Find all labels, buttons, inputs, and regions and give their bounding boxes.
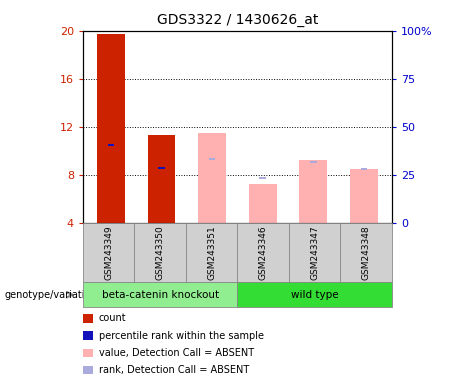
Text: GSM243350: GSM243350	[156, 225, 165, 280]
Text: genotype/variation: genotype/variation	[5, 290, 97, 300]
Text: percentile rank within the sample: percentile rank within the sample	[99, 331, 264, 341]
Bar	[249, 184, 277, 223]
Bar	[97, 34, 125, 223]
Bar	[209, 158, 215, 160]
Bar	[158, 167, 165, 169]
Text: beta-catenin knockout: beta-catenin knockout	[101, 290, 219, 300]
Text: GSM243349: GSM243349	[104, 225, 113, 280]
Bar	[300, 161, 327, 223]
Bar	[350, 169, 378, 223]
Bar	[361, 168, 367, 170]
Text: GSM243348: GSM243348	[361, 225, 371, 280]
Bar	[260, 177, 266, 179]
Text: rank, Detection Call = ABSENT: rank, Detection Call = ABSENT	[99, 365, 249, 375]
Text: wild type: wild type	[291, 290, 338, 300]
Text: value, Detection Call = ABSENT: value, Detection Call = ABSENT	[99, 348, 254, 358]
Text: GSM243346: GSM243346	[259, 225, 268, 280]
Bar	[107, 144, 114, 146]
Bar	[310, 161, 317, 163]
Bar	[198, 133, 226, 223]
Text: count: count	[99, 313, 126, 323]
Text: GSM243347: GSM243347	[310, 225, 319, 280]
Bar	[148, 134, 175, 223]
Text: GSM243351: GSM243351	[207, 225, 216, 280]
Title: GDS3322 / 1430626_at: GDS3322 / 1430626_at	[157, 13, 318, 27]
